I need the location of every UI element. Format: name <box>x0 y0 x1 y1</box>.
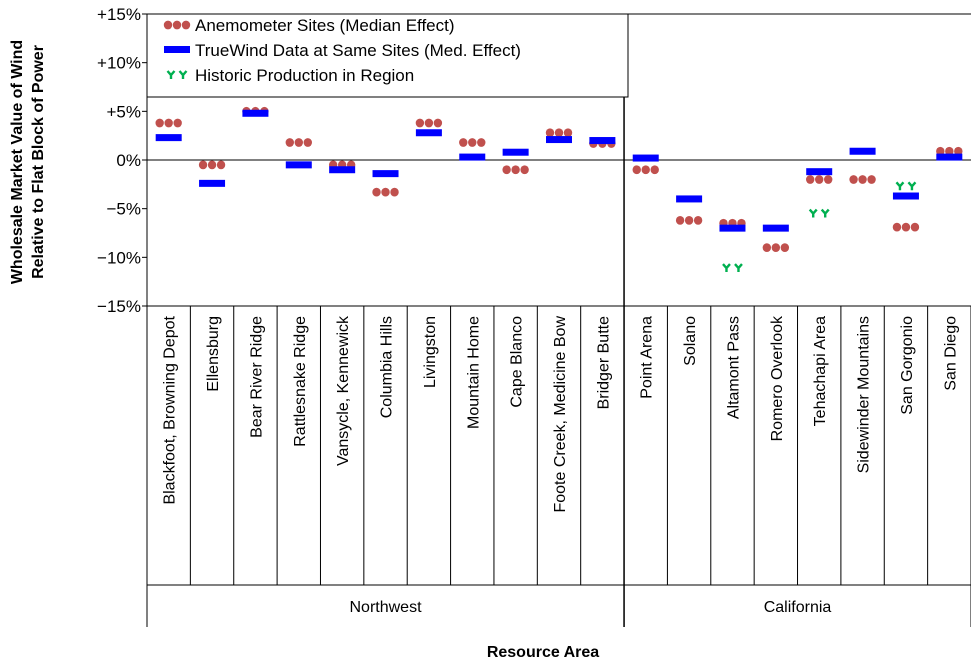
legend-box <box>146 13 629 98</box>
x-category-label: Bear River Ridge <box>248 316 265 438</box>
data-point <box>719 224 746 232</box>
series-2 <box>155 109 963 232</box>
data-point <box>808 208 830 218</box>
x-category-label: Sidewinder Mountains <box>856 316 873 473</box>
x-category-label: Point Arena <box>639 316 656 399</box>
x-category-label: Bridger Butte <box>595 316 612 409</box>
y-tick-label: −5% <box>107 200 142 219</box>
data-point <box>242 109 269 117</box>
x-category-label: Livingston <box>422 316 439 388</box>
x-category-label: Vansycle, Kennewick <box>335 315 352 466</box>
data-point <box>806 175 833 184</box>
x-category-label: Mountain Home <box>465 316 482 429</box>
y-tick-label: +5% <box>107 102 142 121</box>
y-axis: +15% +10% +5% 0% −5% −10% −15% <box>97 5 147 316</box>
data-point <box>936 146 963 156</box>
x-axis-categories: Blackfoot, Browning Depot Ellensburg Bear … <box>146 306 971 627</box>
data-point <box>936 153 963 161</box>
y-tick-label: −15% <box>97 297 141 316</box>
data-point <box>459 153 486 161</box>
data-point <box>762 224 789 232</box>
x-category-label: San Gorgonio <box>899 316 916 415</box>
x-category-label: Solano <box>682 316 699 366</box>
x-axis-title: Resource Area <box>487 644 599 661</box>
y-tick-label: +15% <box>97 5 141 24</box>
y-axis-title-line2: Relative to Flat Block of Power <box>30 45 47 279</box>
data-point <box>415 118 443 128</box>
data-point <box>372 187 399 197</box>
data-point <box>155 134 182 142</box>
plot-area <box>146 13 971 627</box>
x-category-label: Altamont Pass <box>725 316 742 419</box>
data-point <box>285 138 312 147</box>
data-point <box>285 161 312 169</box>
x-category-label: Rattlesnake Ridge <box>292 316 309 447</box>
x-category-label: Foote Creek, Medicine Bow <box>552 316 569 513</box>
data-point <box>372 170 399 178</box>
x-category-label: San Diego <box>942 316 959 391</box>
region-label: Northwest <box>350 599 423 616</box>
legend-marker <box>166 70 188 79</box>
x-category-label: Columbia Hills <box>379 316 396 418</box>
y-tick-label: 0% <box>116 151 141 170</box>
data-point <box>676 195 703 203</box>
data-point <box>329 166 356 174</box>
legend-label: TrueWind Data at Same Sites (Med. Effect… <box>195 41 521 60</box>
x-category-label: Blackfoot, Browning Depot <box>162 315 179 504</box>
series-3 <box>722 181 917 273</box>
data-point <box>632 154 659 162</box>
data-point <box>545 128 573 138</box>
legend-marker <box>164 46 190 53</box>
data-point <box>892 222 920 232</box>
data-point <box>502 165 529 175</box>
region-label: California <box>764 599 832 616</box>
legend-label: Historic Production in Region <box>195 66 414 85</box>
data-point <box>722 263 743 273</box>
data-point <box>675 215 703 225</box>
data-point <box>459 138 486 147</box>
data-point <box>892 192 919 200</box>
data-point <box>762 243 790 253</box>
y-tick-label: −10% <box>97 248 141 267</box>
x-category-label: Ellensburg <box>205 316 222 392</box>
data-point <box>155 118 182 128</box>
data-point <box>199 179 226 187</box>
data-point <box>502 148 529 156</box>
data-point <box>589 137 616 145</box>
data-point <box>198 160 226 170</box>
y-axis-title-line1: Wholesale Market Value of Wind <box>9 40 26 284</box>
legend-label: Anemometer Sites (Median Effect) <box>195 16 455 35</box>
y-tick-label: +10% <box>97 54 141 73</box>
data-point <box>849 147 876 155</box>
series-1 <box>155 106 963 253</box>
data-point <box>546 136 572 144</box>
x-category-label: Cape Blanco <box>509 316 526 408</box>
data-point <box>632 165 659 175</box>
data-point <box>849 175 876 184</box>
data-point <box>895 181 917 191</box>
legend: Anemometer Sites (Median Effect) TrueWind… <box>146 13 629 98</box>
legend-marker <box>163 20 191 30</box>
x-category-label: Tehachapi Area <box>812 316 829 426</box>
data-point <box>806 168 833 176</box>
x-category-label: Romero Overlook <box>769 315 786 441</box>
data-point <box>415 129 442 137</box>
